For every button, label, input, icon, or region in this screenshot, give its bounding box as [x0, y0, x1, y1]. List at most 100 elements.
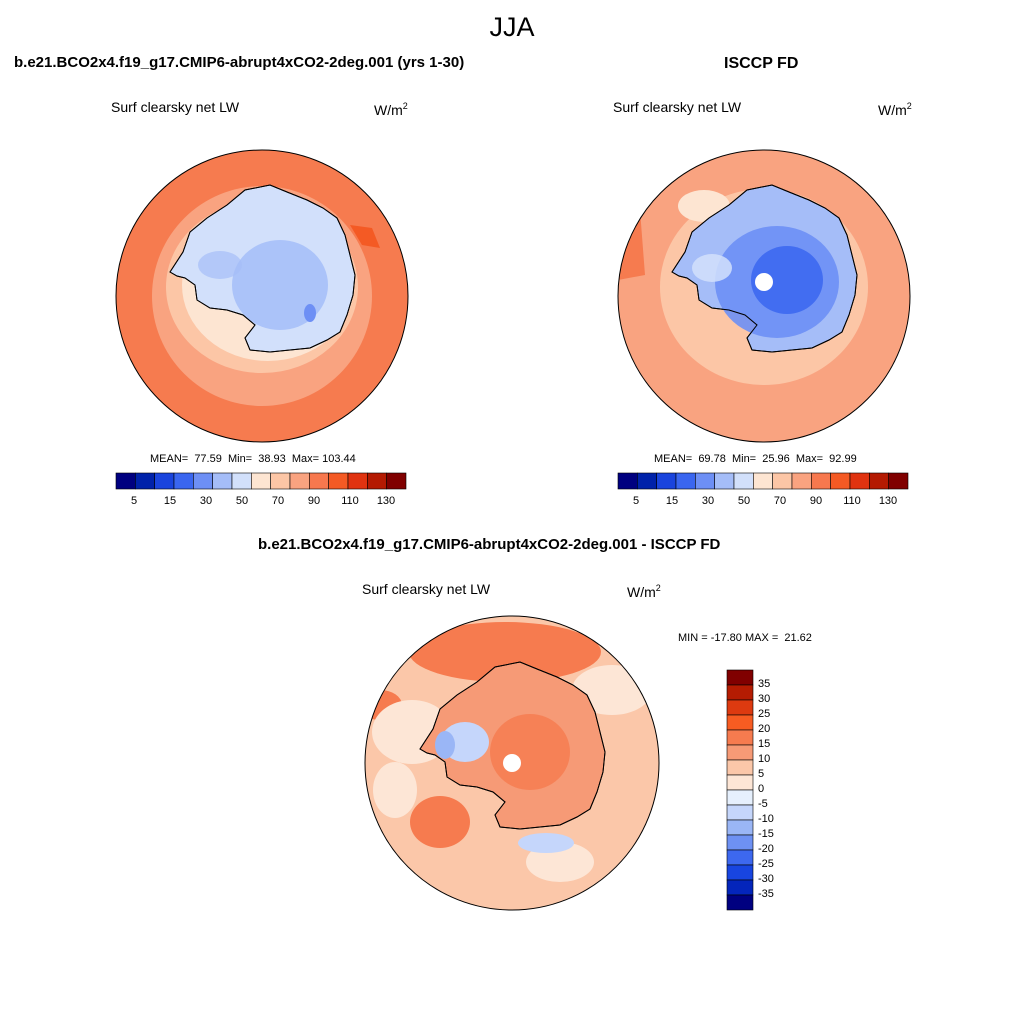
colorbar-obs-swatch [714, 472, 735, 490]
colorbar-obs-swatch [753, 472, 773, 490]
colorbar-diff-swatch [726, 699, 754, 716]
units-label-model: W/m2 [374, 101, 408, 118]
map-obs-border [617, 149, 911, 443]
colorbar-obs-swatch [637, 472, 657, 490]
colorbar-diff-tick-label: -20 [758, 843, 774, 855]
colorbar-diff-tick-label: 10 [758, 753, 771, 765]
colorbar-model-swatch [135, 472, 155, 490]
units-label-obs: W/m2 [878, 101, 912, 118]
stats-diff: MIN = -17.80 MAX = 21.62 [678, 632, 812, 644]
map-obs [618, 150, 910, 442]
colorbar-model-tick-label: 130 [376, 495, 396, 507]
colorbar-model-tick-label: 70 [271, 495, 285, 507]
variable-label-model: Surf clearsky net LW [111, 99, 240, 115]
colorbar-obs-swatch [869, 472, 889, 490]
colorbar-diff-swatch [726, 714, 754, 731]
colorbar-diff [726, 669, 754, 911]
colorbar-model-tick-label: 15 [163, 495, 177, 507]
map-model [116, 150, 408, 442]
colorbar-diff-swatch [726, 834, 754, 851]
colorbar-diff-swatch [726, 879, 754, 896]
colorbar-model-swatch [367, 472, 387, 490]
colorbar-obs-swatch [791, 472, 812, 490]
colorbar-diff-tick-label: 35 [758, 678, 771, 690]
colorbar-obs-swatch [811, 472, 831, 490]
colorbar-diff-tick-label: -15 [758, 828, 774, 840]
colorbar-diff-tick-label: 15 [758, 738, 771, 750]
colorbar-obs-swatch [695, 472, 715, 490]
panel-title-model: b.e21.BCO2x4.f19_g17.CMIP6-abrupt4xCO2-2… [14, 54, 465, 71]
colorbar-obs-swatch [772, 472, 793, 490]
colorbar-model-swatch [270, 472, 291, 490]
colorbar-diff-tick-label: -25 [758, 858, 774, 870]
colorbar-obs-tick-label: 30 [701, 495, 715, 507]
colorbar-model-swatch [115, 472, 136, 490]
colorbar-diff-swatch [726, 849, 754, 866]
colorbar-diff-tick-label: 0 [758, 783, 765, 795]
panel-title-obs: ISCCP FD [724, 55, 799, 72]
colorbar-diff-tick-label: 25 [758, 708, 771, 720]
figure-title: JJA [489, 12, 535, 42]
colorbar-obs-swatch [830, 472, 851, 490]
colorbar-obs-tick-label: 90 [809, 495, 823, 507]
colorbar-model-swatch [386, 472, 407, 490]
variable-label-obs: Surf clearsky net LW [613, 99, 742, 115]
colorbar-diff-tick-label: -10 [758, 813, 774, 825]
colorbar-model-swatch [347, 472, 368, 490]
colorbar-diff-tick-label: 20 [758, 723, 771, 735]
colorbar-model-swatch [212, 472, 233, 490]
colorbar-model-swatch [251, 472, 271, 490]
colorbar-obs-tick-label: 70 [773, 495, 787, 507]
colorbar-diff-swatch [726, 774, 754, 791]
colorbar-model-swatch [309, 472, 329, 490]
colorbar-obs-tick-label: 50 [737, 495, 751, 507]
colorbar-diff-swatch [726, 759, 754, 776]
colorbar-obs-swatch [675, 472, 696, 490]
map-model-border [115, 149, 409, 443]
map-diff-border [364, 615, 660, 911]
colorbar-model-tick-label: 5 [130, 495, 138, 507]
colorbar-diff-swatch [726, 669, 754, 686]
colorbar-diff-tick-label: -35 [758, 888, 774, 900]
colorbar-diff-swatch [726, 744, 754, 761]
colorbar-obs-tick-label: 110 [843, 495, 861, 507]
variable-label-diff: Surf clearsky net LW [362, 581, 491, 597]
colorbar-model-swatch [289, 472, 310, 490]
map-diff [365, 616, 659, 910]
colorbar-diff-tick-label: 5 [758, 768, 765, 780]
colorbar-model-tick-label: 30 [199, 495, 213, 507]
colorbar-model-swatch [231, 472, 252, 490]
colorbar-obs-tick-label: 130 [878, 495, 898, 507]
colorbar-diff-tick-label: -5 [758, 798, 768, 810]
colorbar-obs-swatch [849, 472, 870, 490]
colorbar-obs-swatch [617, 472, 638, 490]
stats-obs: MEAN= 69.78 Min= 25.96 Max= 92.99 [654, 453, 857, 465]
colorbar-diff-tick-label: -30 [758, 873, 774, 885]
colorbar-diff-swatch [726, 894, 754, 911]
colorbar-diff-swatch [726, 819, 754, 836]
colorbar-model-tick-label: 50 [235, 495, 249, 507]
colorbar-obs [617, 472, 909, 490]
colorbar-diff-swatch [726, 684, 754, 701]
colorbar-diff-swatch [726, 804, 754, 821]
colorbar-diff-swatch [726, 729, 754, 746]
units-label-diff: W/m2 [627, 583, 661, 600]
colorbar-model-swatch [154, 472, 175, 490]
stats-model: MEAN= 77.59 Min= 38.93 Max= 103.44 [150, 453, 356, 465]
colorbar-model-tick-label: 110 [341, 495, 359, 507]
colorbar-diff-swatch [726, 864, 754, 881]
colorbar-obs-swatch [656, 472, 677, 490]
colorbar-model-swatch [173, 472, 194, 490]
colorbar-diff-swatch [726, 789, 754, 806]
colorbar-model [115, 472, 407, 490]
colorbar-model-swatch [328, 472, 349, 490]
colorbar-diff-tick-label: 30 [758, 693, 771, 705]
colorbar-obs-tick-label: 15 [665, 495, 679, 507]
colorbar-obs-swatch [888, 472, 909, 490]
panel-title-diff: b.e21.BCO2x4.f19_g17.CMIP6-abrupt4xCO2-2… [258, 536, 721, 553]
colorbar-obs-swatch [733, 472, 754, 490]
colorbar-model-swatch [193, 472, 213, 490]
colorbar-obs-tick-label: 5 [632, 495, 640, 507]
colorbar-model-tick-label: 90 [307, 495, 321, 507]
